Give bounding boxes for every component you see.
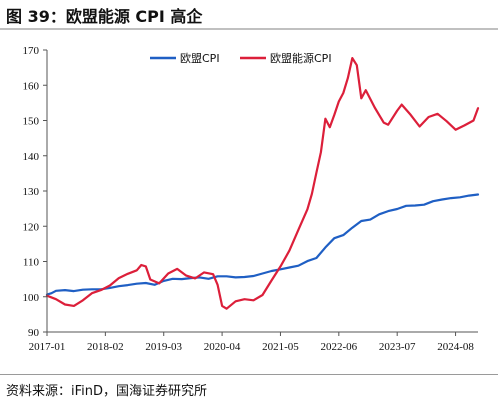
figure-title: 图 39：欧盟能源 CPI 高企 (6, 7, 203, 26)
source-note: 资料来源：iFinD，国海证券研究所 (6, 384, 208, 399)
source-divider (0, 374, 498, 375)
x-tick-label: 2019-03 (145, 341, 182, 353)
y-tick-label: 100 (23, 292, 40, 304)
x-tick-label: 2021-05 (262, 341, 299, 353)
x-tick-label: 2018-02 (87, 341, 124, 353)
series-line-2 (45, 57, 480, 310)
chart-legend: 欧盟CPI 欧盟能源CPI (150, 51, 332, 65)
y-tick-label: 90 (28, 327, 40, 339)
x-tick-label: 2020-04 (204, 341, 241, 353)
series-line-1 (45, 193, 480, 296)
x-tick-label: 2023-07 (379, 341, 416, 353)
y-tick-label: 170 (23, 45, 40, 57)
x-tick-label: 2022-06 (320, 341, 357, 353)
y-tick-label: 160 (23, 80, 40, 92)
plot-area (45, 57, 480, 310)
axes: 90 100 110 120 130 140 150 160 170 2017-01 2018-02… (23, 45, 478, 353)
legend-label-1: 欧盟CPI (180, 52, 220, 65)
y-tick-label: 150 (23, 116, 40, 128)
title-divider (0, 28, 498, 30)
y-tick-label: 130 (23, 186, 40, 198)
x-tick-label: 2017-01 (29, 341, 66, 353)
y-tick-label: 140 (23, 151, 40, 163)
x-tick-label: 2024-08 (437, 341, 474, 353)
line-chart: 欧盟CPI 欧盟能源CPI 90 100 110 120 130 140 150 160 170 2… (23, 45, 480, 353)
y-tick-label: 110 (23, 257, 40, 269)
legend-label-2: 欧盟能源CPI (270, 51, 332, 65)
y-tick-label: 120 (23, 221, 40, 233)
